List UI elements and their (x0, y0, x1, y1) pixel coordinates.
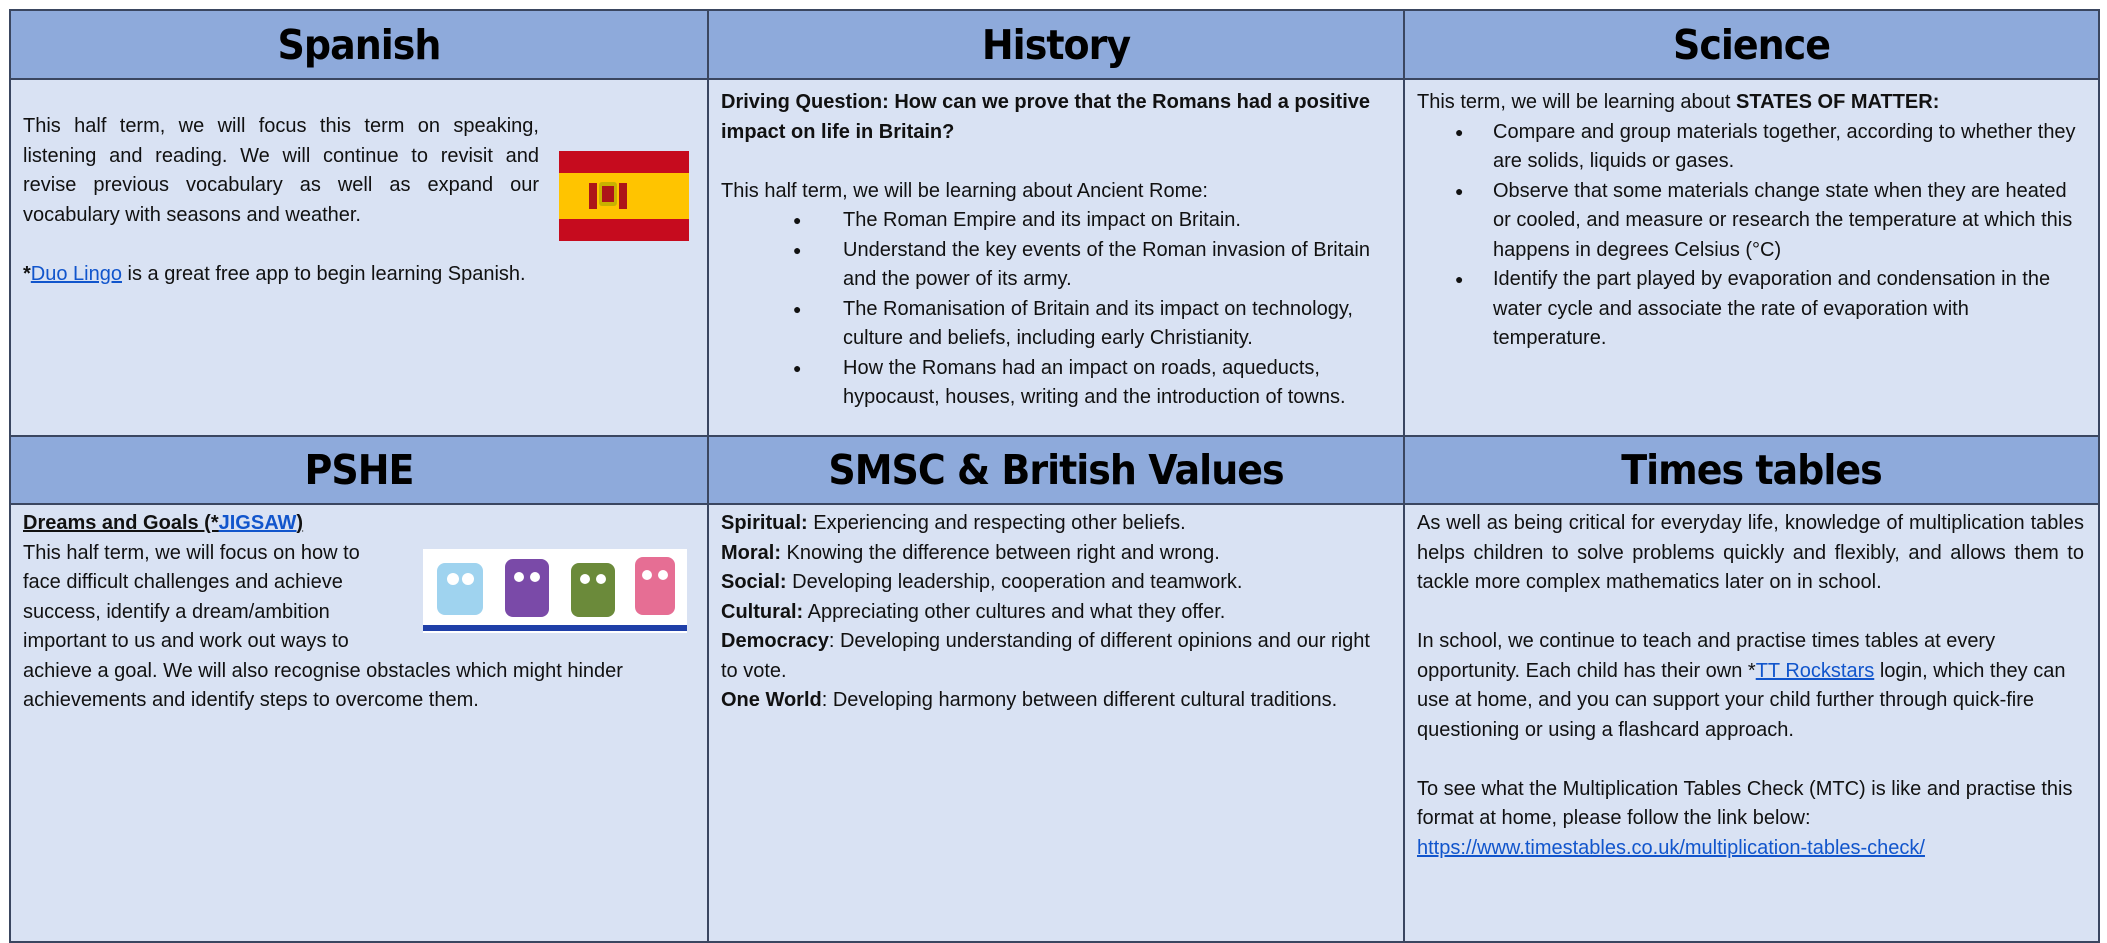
cell-title: PSHE (304, 446, 415, 494)
bullet-item: How the Romans had an impact on roads, a… (793, 354, 1389, 413)
smsc-cell: Spiritual: Experiencing and respecting o… (707, 503, 1405, 943)
cell-title: Times tables (1621, 446, 1883, 494)
paragraph: This half term, we will focus on how to … (23, 541, 623, 712)
value-text: Knowing the difference between right and… (781, 541, 1220, 564)
text: login, which they can use at home, and y… (1417, 659, 2066, 741)
value-text: Experiencing and respecting other belief… (807, 512, 1186, 534)
cell-title: Spanish (277, 20, 442, 69)
heading: Dreams and Goals (*JIGSAW) (23, 509, 693, 539)
value-label: One World (721, 689, 822, 711)
value-item: Cultural: Appreciating other cultures an… (721, 598, 1389, 628)
asterisk: * (23, 262, 31, 285)
link[interactable]: Duo Lingo (30, 262, 122, 285)
curriculum-sheet: Spanish History Science This half term, … (0, 0, 2107, 922)
science-cell: This term, we will be learning about STA… (1403, 78, 2100, 437)
bullet-item: Observe that some materials change state… (1455, 177, 2084, 266)
spanish-cell: This half term, we will focus this term … (9, 78, 709, 437)
paragraph: To see what the Multiplication Tables Ch… (1417, 777, 2073, 830)
value-text: : Developing understanding of different … (721, 630, 1370, 682)
paragraph: *Duo Lingo is a great free app to begin … (23, 260, 693, 290)
text: is a great free app to begin learning Sp… (127, 262, 526, 285)
paragraph: This half term, we will focus this term … (23, 115, 539, 226)
values-list: Spiritual: Experiencing and respecting o… (721, 509, 1389, 716)
header-cell: History (707, 9, 1405, 80)
value-label: Cultural: (721, 600, 804, 623)
value-text: Appreciating other cultures and what the… (803, 600, 1226, 623)
bullet-item: The Romanisation of Britain and its impa… (793, 295, 1389, 354)
jigsaw-image (423, 548, 687, 633)
times-cell: As well as being critical for everyday l… (1403, 503, 2100, 943)
paragraph: https://www.timestables.co.uk/multiplica… (1417, 834, 2084, 864)
header-cell: PSHE (9, 435, 709, 505)
paragraph: In school, we continue to teach and prac… (1417, 627, 2084, 745)
pshe-cell: Dreams and Goals (*JIGSAW) This half ter… (9, 503, 709, 943)
spain-flag (559, 151, 689, 241)
value-label: Moral: (721, 541, 781, 564)
history-cell: Driving Question: How can we prove that … (707, 78, 1405, 437)
text: ) (296, 512, 304, 534)
paragraph: As well as being critical for everyday l… (1417, 512, 2084, 593)
value-label: Social: (721, 571, 787, 593)
cell-title: History (981, 20, 1131, 69)
text: This term, we will be learning about (1417, 91, 1731, 113)
bullet-item: Understand the key events of the Roman i… (793, 236, 1389, 295)
header-cell: Spanish (9, 9, 709, 80)
cell-title: SMSC & British Values (828, 446, 1284, 494)
value-item: Social: Developing leadership, cooperati… (721, 568, 1389, 598)
value-item: Spiritual: Experiencing and respecting o… (721, 509, 1389, 539)
text: Dreams and Goals (* (23, 512, 219, 534)
header-cell: Times tables (1403, 435, 2100, 505)
bullet-list: Compare and group materials together, ac… (1417, 118, 2084, 354)
link[interactable]: JIGSAW (218, 512, 297, 534)
driving-question: Driving Question: How can we prove that … (721, 91, 1370, 143)
bullet-item: Compare and group materials together, ac… (1455, 118, 2084, 177)
bullet-list: The Roman Empire and its impact on Brita… (721, 206, 1389, 413)
value-label: Spiritual: (721, 512, 808, 534)
cell-title: Science (1672, 20, 1831, 69)
link[interactable]: TT Rockstars (1755, 659, 1875, 682)
text: In school, we continue to teach and prac… (1417, 630, 1996, 682)
link[interactable]: https://www.timestables.co.uk/multiplica… (1417, 836, 1925, 859)
value-text: : Developing harmony between different c… (821, 689, 1338, 711)
value-text: Developing leadership, cooperation and t… (786, 571, 1243, 593)
paragraph: This half term, we will be learning abou… (721, 179, 1208, 202)
header-cell: Science (1403, 9, 2100, 80)
value-item: Moral: Knowing the difference between ri… (721, 539, 1389, 569)
topic: STATES OF MATTER: (1736, 91, 1940, 113)
bullet-item: Identify the part played by evaporation … (1455, 265, 2084, 354)
value-item: Democracy: Developing understanding of d… (721, 627, 1389, 686)
paragraph: This term, we will be learning about STA… (1417, 88, 2084, 118)
bullet-item: The Roman Empire and its impact on Brita… (793, 206, 1389, 236)
value-item: One World: Developing harmony between di… (721, 686, 1389, 716)
value-label: Democracy (721, 630, 829, 652)
header-cell: SMSC & British Values (707, 435, 1405, 505)
